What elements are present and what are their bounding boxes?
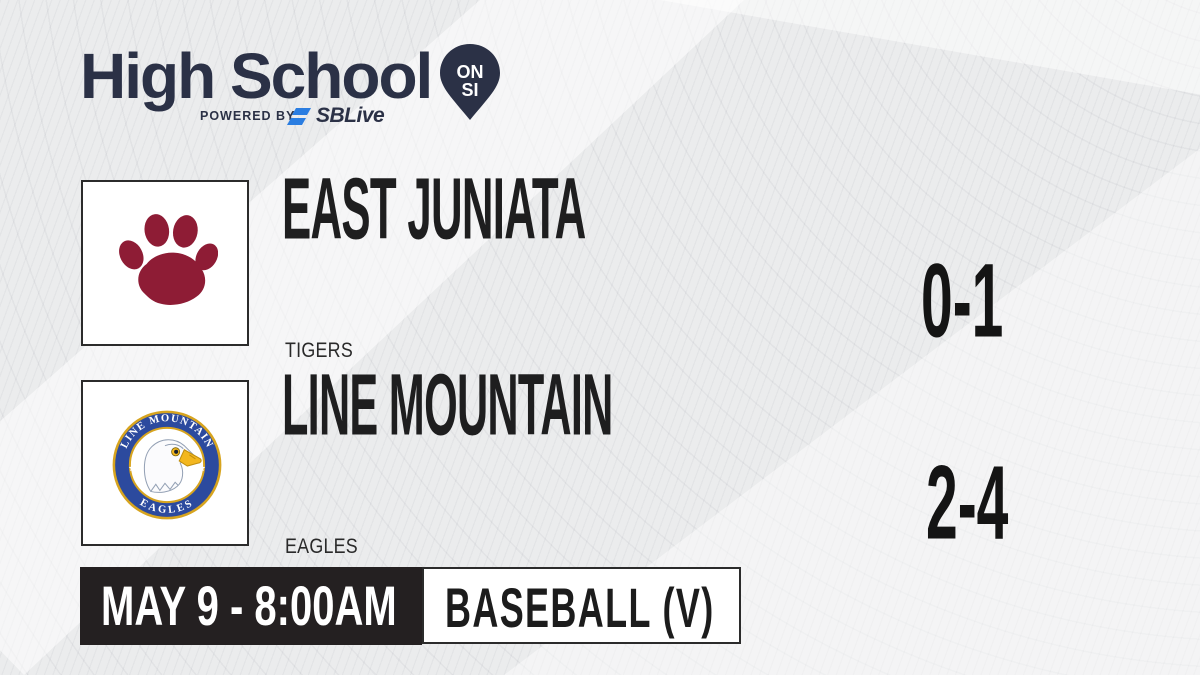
- pin-on-text: ON: [457, 62, 484, 82]
- sblive-wordmark: SBLive: [316, 104, 385, 127]
- team1-mascot: TIGERS: [285, 339, 353, 362]
- powered-by-label: POWERED BY: [200, 109, 296, 123]
- team2-mascot: EAGLES: [285, 535, 358, 558]
- brand-title: High School: [80, 40, 433, 112]
- matchup-datetime: MAY 9 - 8:00AM: [101, 576, 397, 638]
- sport-banner: BASEBALL (V): [422, 567, 741, 644]
- team1-name: EAST JUNIATA: [282, 160, 586, 258]
- team2-logo-box: LINE MOUNTAIN EAGLES: [81, 380, 249, 546]
- eagle-badge-icon: LINE MOUNTAIN EAGLES: [112, 410, 222, 520]
- pin-si-text: SI: [461, 80, 478, 100]
- team1-record: 0-1: [921, 242, 1004, 360]
- team2-name: LINE MOUNTAIN: [282, 356, 613, 454]
- team1-logo-box: [81, 180, 249, 346]
- eagle-head: [143, 439, 202, 493]
- sblive-icon: [287, 108, 311, 125]
- date-banner: MAY 9 - 8:00AM: [80, 567, 422, 645]
- on-si-pin-icon: ON SI: [440, 44, 500, 120]
- team2-record: 2-4: [926, 444, 1009, 562]
- badge-stars: [128, 464, 206, 486]
- tiger-paw-icon: [119, 214, 218, 305]
- sport-label: BASEBALL (V): [445, 578, 715, 640]
